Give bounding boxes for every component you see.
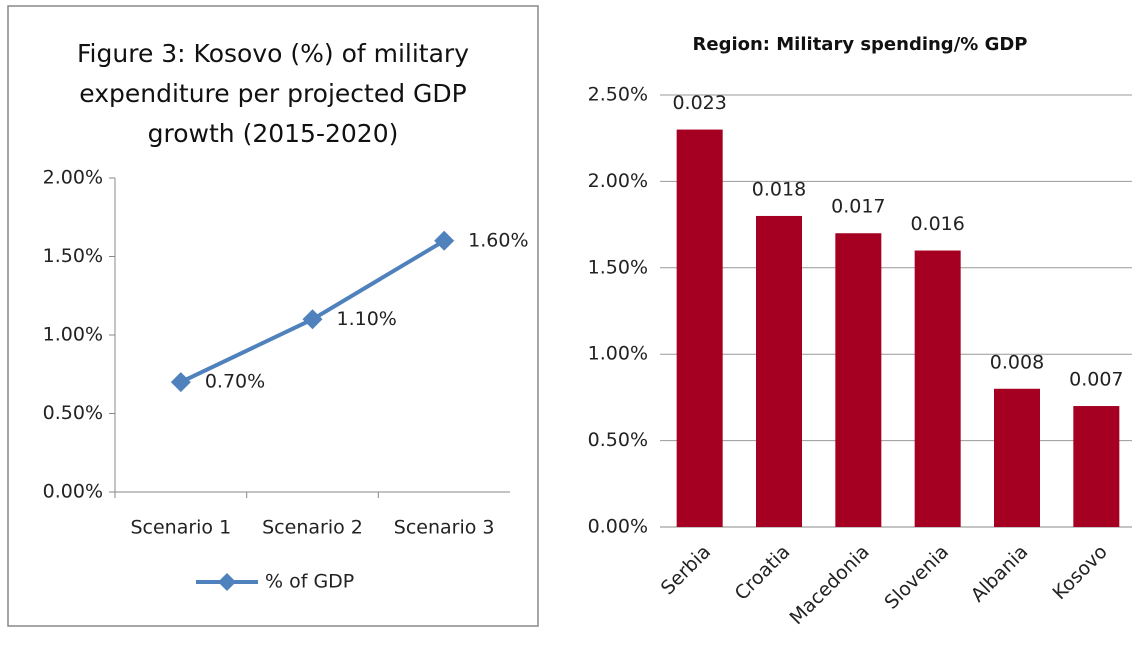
x-tick-label: Scenario 1 (130, 517, 231, 539)
y-tick-label: 1.50% (43, 245, 103, 267)
x-tick-label: Scenario 3 (394, 517, 495, 539)
marker (170, 372, 191, 393)
bar (835, 233, 882, 528)
chart-border (7, 5, 539, 627)
chart-title: Region: Military spending/% GDP (692, 34, 1028, 55)
x-tick-label: Croatia (731, 541, 795, 605)
data-label: 0.018 (752, 178, 806, 200)
x-tick-label: Albania (967, 541, 1033, 607)
x-tick-label: Kosovo (1048, 541, 1111, 604)
data-label: 1.10% (337, 308, 397, 330)
y-tick-label: 1.50% (588, 256, 648, 278)
bar (994, 388, 1040, 527)
data-label: 0.70% (205, 371, 265, 393)
bar (756, 215, 802, 527)
x-tick-label: Slovenia (880, 541, 953, 614)
y-tick-label: 1.00% (43, 324, 103, 346)
y-tick-label: 2.50% (588, 84, 648, 106)
marker (434, 230, 455, 251)
y-tick-label: 0.50% (43, 402, 103, 424)
y-tick-label: 1.00% (588, 343, 648, 365)
y-tick-label: 0.50% (588, 429, 648, 451)
y-tick-label: 2.00% (588, 170, 648, 192)
x-tick-label: Scenario 2 (262, 517, 363, 539)
chart-title: Figure 3: Kosovo (%) of military expendi… (77, 39, 469, 148)
data-label: 0.023 (672, 92, 726, 114)
x-tick-label: Macedonia (785, 541, 873, 629)
y-tick-label: 2.00% (43, 167, 103, 189)
y-tick-label: 0.00% (43, 481, 103, 503)
legend-marker (218, 573, 236, 591)
y-tick-label: 0.00% (588, 516, 648, 538)
legend-label: % of GDP (265, 571, 354, 593)
data-label: 0.017 (831, 196, 885, 218)
data-label: 0.007 (1069, 369, 1123, 391)
bar (914, 250, 961, 527)
bar (1073, 406, 1120, 527)
x-tick-label: Serbia (657, 541, 715, 599)
data-label: 0.008 (990, 351, 1044, 373)
data-label: 1.60% (468, 229, 528, 251)
data-label: 0.016 (910, 213, 964, 235)
bar (676, 129, 723, 527)
marker (302, 309, 323, 330)
